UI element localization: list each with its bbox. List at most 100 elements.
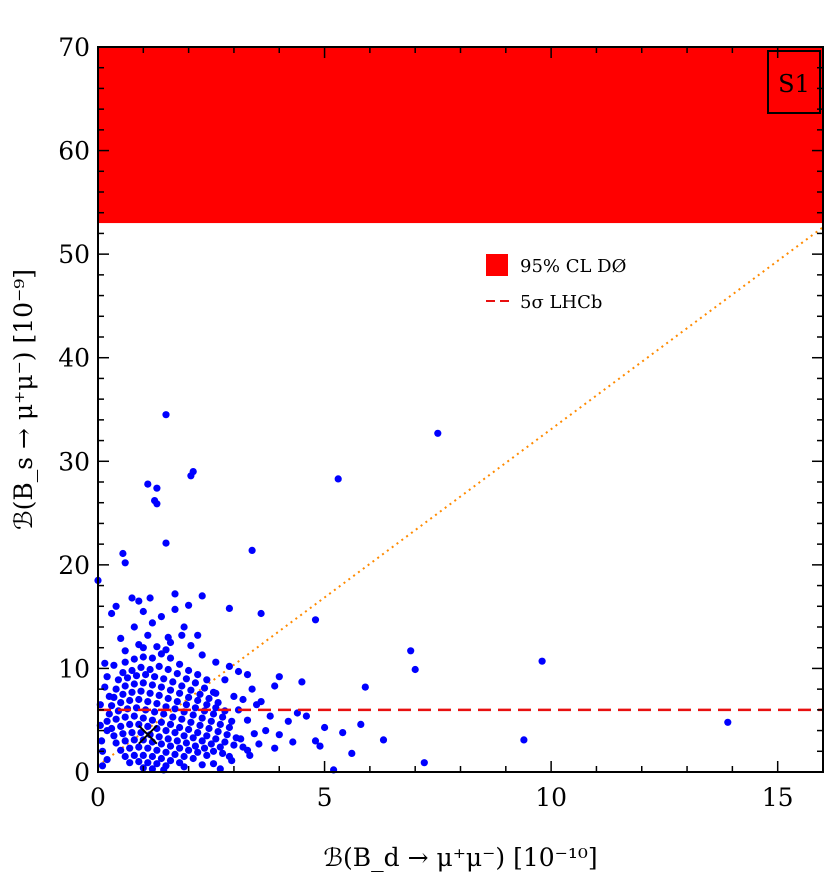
scatter-point bbox=[148, 765, 156, 773]
scatter-point bbox=[117, 746, 125, 754]
scatter-point bbox=[538, 657, 546, 665]
scatter-point bbox=[119, 669, 127, 677]
legend-label-excluded: 95% CL DØ bbox=[520, 256, 626, 277]
scatter-point bbox=[178, 682, 186, 690]
scatter-point bbox=[162, 748, 170, 756]
scatter-point bbox=[316, 742, 324, 750]
scatter-point bbox=[121, 682, 129, 690]
scatter-point bbox=[189, 711, 197, 719]
scatter-point bbox=[160, 710, 168, 718]
scatter-point bbox=[266, 712, 274, 720]
scatter-point bbox=[411, 665, 419, 674]
scatter-point bbox=[139, 644, 147, 652]
scatter-point bbox=[157, 613, 165, 621]
scatter-point bbox=[130, 736, 138, 744]
scatter-point bbox=[153, 746, 161, 754]
scatter-point bbox=[182, 701, 190, 709]
scatter-point bbox=[200, 744, 209, 752]
scatter-point bbox=[216, 743, 224, 751]
scatter-point bbox=[185, 725, 193, 734]
scatter-point bbox=[209, 747, 218, 755]
scatter-point bbox=[108, 724, 116, 733]
scatter-point bbox=[130, 751, 138, 760]
scatter-point bbox=[216, 720, 224, 729]
x-tick-label: 5 bbox=[317, 783, 333, 812]
scatter-point bbox=[248, 685, 256, 693]
scatter-point bbox=[194, 729, 202, 737]
scatter-point bbox=[139, 714, 147, 722]
y-tick-label: 20 bbox=[58, 551, 90, 580]
scatter-point bbox=[166, 638, 175, 647]
scatter-point bbox=[166, 720, 175, 729]
scatter-point bbox=[110, 661, 118, 669]
scatter-point bbox=[164, 665, 172, 674]
scatter-point bbox=[203, 701, 211, 709]
scatter-point bbox=[185, 601, 193, 609]
scatter-point bbox=[130, 712, 138, 720]
scatter-point bbox=[255, 740, 263, 748]
scatter-point bbox=[275, 673, 283, 681]
scatter-point bbox=[160, 675, 168, 683]
scatter-point bbox=[209, 688, 218, 696]
scatter-point bbox=[189, 734, 197, 742]
scatter-point bbox=[139, 607, 147, 616]
y-axis-title: ℬ(B_s → μ⁺μ⁻) [10⁻⁹] bbox=[9, 269, 38, 530]
scatter-point bbox=[198, 592, 206, 600]
scatter-point bbox=[239, 743, 247, 751]
scatter-point bbox=[132, 672, 141, 680]
scatter-point bbox=[243, 716, 252, 724]
scatter-point bbox=[212, 735, 220, 743]
scatter-point bbox=[103, 717, 111, 725]
scatter-point bbox=[289, 738, 297, 746]
scatter-point bbox=[284, 717, 292, 725]
scatter-point bbox=[207, 740, 215, 748]
scatter-point bbox=[185, 693, 193, 702]
y-tick-label: 50 bbox=[58, 240, 90, 269]
scatter-point bbox=[194, 671, 202, 679]
scatter-point bbox=[262, 727, 270, 735]
scatter-point bbox=[110, 732, 118, 740]
scatter-point bbox=[166, 742, 175, 750]
scatter-point bbox=[221, 676, 229, 684]
ratio-line bbox=[97, 226, 824, 767]
scatter-point bbox=[176, 689, 184, 697]
scatter-point bbox=[128, 729, 136, 737]
scatter-point bbox=[209, 760, 218, 768]
x-tick-label: 15 bbox=[762, 783, 794, 812]
scatter-point bbox=[119, 549, 127, 558]
scatter-point bbox=[108, 609, 116, 618]
scatter-point bbox=[180, 623, 188, 631]
scatter-point bbox=[151, 673, 159, 681]
scatter-point bbox=[171, 590, 179, 598]
scatter-point bbox=[153, 500, 161, 508]
legend: 95% CL DØ 5σ LHCb bbox=[486, 254, 626, 313]
scatter-point bbox=[130, 655, 138, 663]
scatter-point bbox=[164, 735, 172, 743]
scatter-point bbox=[166, 686, 175, 694]
scatter-point bbox=[128, 688, 136, 696]
y-tick-label: 40 bbox=[58, 344, 90, 373]
scatter-point bbox=[203, 751, 211, 760]
scatter-point bbox=[198, 761, 206, 769]
scatter-point bbox=[191, 679, 199, 687]
scatter-point bbox=[348, 749, 356, 758]
scatter-point bbox=[121, 713, 129, 721]
scatter-point bbox=[162, 727, 170, 735]
scatter-point bbox=[166, 654, 175, 662]
scatter-point bbox=[130, 680, 138, 688]
scatter-point bbox=[126, 720, 134, 729]
y-tick-label: 30 bbox=[58, 447, 90, 476]
scatter-point bbox=[126, 759, 134, 767]
scatter-point bbox=[198, 651, 206, 659]
scatter-point bbox=[216, 765, 224, 773]
scatter-point bbox=[157, 650, 165, 658]
scatter-point bbox=[153, 484, 161, 492]
scatter-point bbox=[123, 674, 132, 682]
scatter-point bbox=[130, 623, 138, 631]
scatter-point bbox=[157, 754, 165, 763]
y-tick-label: 0 bbox=[74, 758, 90, 787]
scatter-point bbox=[117, 722, 125, 731]
scatter-point bbox=[225, 723, 233, 732]
scatter-point bbox=[187, 686, 195, 694]
scatter-point bbox=[191, 704, 199, 712]
